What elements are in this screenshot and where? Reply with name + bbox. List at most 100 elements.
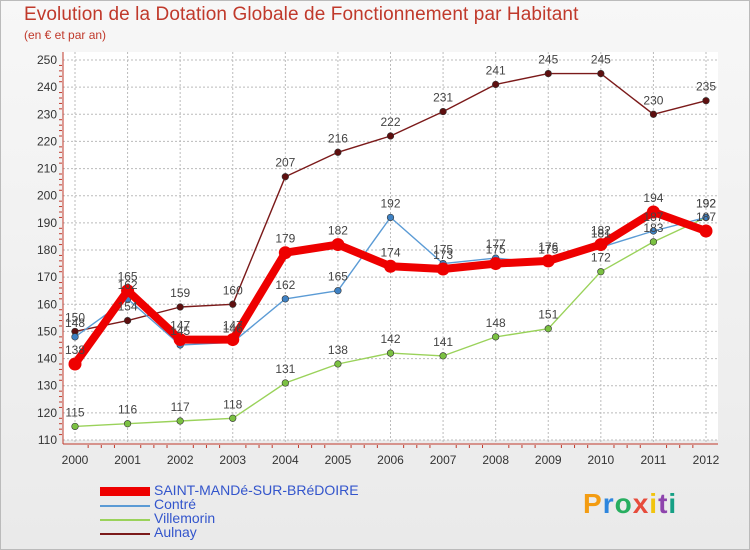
data-point-saint-mand-sur-br-doire [68, 357, 82, 371]
y-tick-label: 200 [37, 189, 57, 203]
data-point-villemorin [439, 352, 447, 360]
logo-letter: r [602, 488, 615, 519]
data-point-villemorin [123, 420, 132, 428]
data-point-saint-mand-sur-br-doire [541, 254, 555, 268]
data-point-villemorin [334, 360, 342, 368]
data-label-aulnay: 207 [275, 156, 295, 170]
x-tick-label: 2002 [167, 453, 194, 467]
data-point-aulnay [176, 303, 184, 311]
data-label-aulnay: 150 [65, 310, 85, 324]
data-label-contr: 175 [538, 243, 558, 257]
data-point-saint-mand-sur-br-doire [594, 238, 608, 252]
data-label-contr: 192 [696, 196, 716, 210]
chart-subtitle: (en € et par an) [24, 28, 107, 42]
data-label-contr: 175 [433, 243, 453, 257]
logo-letter: i [649, 488, 659, 519]
data-label-saint-mand-sur-br-doire: 187 [696, 210, 716, 224]
data-point-villemorin [597, 268, 605, 276]
data-label-saint-mand-sur-br-doire: 182 [591, 224, 611, 238]
data-label-saint-mand-sur-br-doire: 174 [380, 245, 400, 259]
data-label-saint-mand-sur-br-doire: 194 [643, 191, 663, 205]
x-tick-label: 2000 [62, 453, 89, 467]
data-point-villemorin [492, 333, 500, 341]
data-label-contr: 187 [643, 210, 663, 224]
data-label-saint-mand-sur-br-doire: 147 [223, 319, 243, 333]
data-point-saint-mand-sur-br-doire [646, 205, 660, 219]
data-point-villemorin [649, 238, 658, 246]
y-tick-label: 220 [37, 134, 57, 148]
data-point-aulnay [386, 132, 395, 140]
data-label-villemorin: 115 [65, 405, 84, 419]
x-tick-label: 2010 [587, 453, 614, 467]
data-label-contr: 162 [118, 278, 138, 292]
data-label-aulnay: 160 [223, 283, 243, 297]
x-tick-label: 2003 [219, 453, 246, 467]
data-point-saint-mand-sur-br-doire [331, 238, 345, 252]
y-tick-label: 210 [37, 162, 57, 176]
data-point-contr [386, 213, 395, 222]
data-label-aulnay: 245 [538, 53, 558, 67]
data-label-contr: 146 [223, 321, 243, 335]
x-tick-label: 2005 [325, 453, 352, 467]
data-point-saint-mand-sur-br-doire [226, 333, 240, 347]
data-point-contr [281, 295, 289, 303]
data-point-villemorin [71, 422, 79, 431]
data-label-villemorin: 118 [223, 397, 242, 411]
data-label-villemorin: 151 [538, 308, 558, 322]
y-tick-label: 150 [37, 324, 57, 338]
data-label-contr: 165 [328, 270, 348, 284]
y-tick-label: 250 [37, 53, 57, 67]
y-tick-label: 140 [37, 352, 57, 366]
x-tick-label: 2009 [535, 453, 562, 467]
data-label-saint-mand-sur-br-doire: 175 [486, 243, 506, 257]
data-label-aulnay: 230 [643, 93, 663, 107]
logo-letter: i [668, 488, 678, 519]
legend-label: Contré [154, 496, 197, 512]
data-label-villemorin: 148 [486, 316, 506, 330]
y-tick-label: 240 [37, 80, 57, 94]
data-point-aulnay [281, 173, 289, 181]
data-label-contr: 148 [65, 316, 85, 330]
x-tick-label: 2004 [272, 453, 299, 467]
data-label-saint-mand-sur-br-doire: 147 [170, 319, 190, 333]
data-label-villemorin: 192 [696, 196, 716, 210]
data-point-aulnay [702, 97, 710, 105]
y-tick-label: 170 [37, 270, 57, 284]
data-point-contr [71, 333, 79, 341]
data-point-aulnay [649, 110, 658, 118]
data-point-contr [334, 287, 342, 295]
data-label-villemorin: 116 [118, 403, 137, 417]
data-point-saint-mand-sur-br-doire [173, 333, 187, 347]
data-label-aulnay: 154 [118, 300, 138, 314]
data-point-aulnay [597, 69, 605, 78]
data-label-aulnay: 235 [696, 80, 716, 94]
y-tick-label: 230 [37, 107, 57, 121]
data-label-aulnay: 241 [486, 63, 506, 77]
data-label-saint-mand-sur-br-doire: 176 [538, 240, 558, 254]
data-label-saint-mand-sur-br-doire: 173 [433, 248, 453, 262]
data-label-aulnay: 222 [380, 115, 400, 129]
x-tick-label: 2011 [641, 453, 667, 467]
data-point-aulnay [544, 69, 552, 78]
data-point-aulnay [123, 316, 132, 325]
data-point-aulnay [334, 148, 342, 156]
data-label-contr: 181 [591, 226, 611, 240]
proxiti-logo: Proxiti [583, 488, 677, 520]
data-point-villemorin [386, 349, 395, 357]
data-point-saint-mand-sur-br-doire [699, 224, 713, 238]
data-point-saint-mand-sur-br-doire [436, 262, 450, 276]
data-label-saint-mand-sur-br-doire: 179 [275, 232, 295, 246]
data-label-villemorin: 131 [275, 362, 295, 376]
data-label-contr: 177 [486, 237, 506, 251]
y-tick-label: 110 [38, 433, 57, 447]
legend-swatch [100, 519, 150, 521]
chart-title: Evolution de la Dotation Globale de Fonc… [24, 4, 579, 25]
x-tick-label: 2008 [482, 453, 509, 467]
data-label-villemorin: 141 [433, 335, 453, 349]
data-point-saint-mand-sur-br-doire [278, 246, 292, 260]
data-label-aulnay: 216 [328, 131, 348, 145]
data-label-aulnay: 231 [433, 91, 453, 105]
x-tick-label: 2001 [114, 453, 141, 467]
data-point-contr [649, 227, 658, 235]
data-label-aulnay: 159 [170, 286, 190, 300]
